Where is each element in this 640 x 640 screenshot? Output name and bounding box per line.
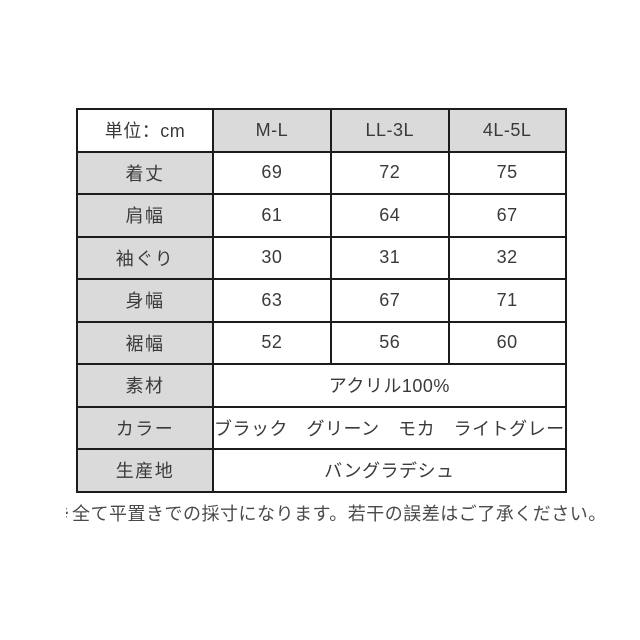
bodywidth-value-4l5l: 71	[447, 278, 567, 323]
row-label-origin: 生産地	[76, 448, 214, 493]
length-value-ml: 69	[212, 150, 332, 195]
table-row-color: カラー ブラック グリーン モカ ライトグレー	[76, 405, 567, 450]
table-row-hemwidth: 裾幅 52 56 60	[76, 320, 567, 365]
row-label-armhole: 袖ぐり	[76, 235, 214, 280]
bodywidth-value-ll3l: 67	[329, 278, 450, 323]
hemwidth-value-4l5l: 60	[447, 320, 567, 365]
shoulder-value-ll3l: 64	[329, 193, 450, 238]
note-asterisk-mark: ※	[66, 504, 70, 526]
row-label-color: カラー	[76, 405, 214, 450]
armhole-value-4l5l: 32	[447, 235, 567, 280]
table-header-row: 単位：cm M-L LL-3L 4L-5L	[76, 108, 567, 153]
row-label-material: 素材	[76, 363, 214, 408]
row-label-shoulder: 肩幅	[76, 193, 214, 238]
row-label-hemwidth: 裾幅	[76, 320, 214, 365]
table-row-origin: 生産地 バングラデシュ	[76, 448, 567, 493]
shoulder-value-ml: 61	[212, 193, 332, 238]
row-label-bodywidth: 身幅	[76, 278, 214, 323]
length-value-4l5l: 75	[447, 150, 567, 195]
color-value: ブラック グリーン モカ ライトグレー	[212, 405, 567, 450]
length-value-ll3l: 72	[329, 150, 450, 195]
origin-value: バングラデシュ	[212, 448, 567, 493]
table-row-length: 着丈 69 72 75	[76, 150, 567, 195]
shoulder-value-4l5l: 67	[447, 193, 567, 238]
table-row-armhole: 袖ぐり 30 31 32	[76, 235, 567, 280]
hemwidth-value-ml: 52	[212, 320, 332, 365]
unit-label-cell: 単位：cm	[76, 108, 214, 153]
armhole-value-ll3l: 31	[329, 235, 450, 280]
table-row-shoulder: 肩幅 61 64 67	[76, 193, 567, 238]
material-value: アクリル100%	[212, 363, 567, 408]
bodywidth-value-ml: 63	[212, 278, 332, 323]
hemwidth-value-ll3l: 56	[329, 320, 450, 365]
measurement-note: ※全て平置きでの採寸になります。若干の誤差はご了承ください。	[66, 502, 607, 526]
size-spec-table: 単位：cm M-L LL-3L 4L-5L 着丈 69 72 75 肩幅 61 …	[76, 108, 567, 493]
size-header-ml: M-L	[212, 108, 332, 153]
row-label-length: 着丈	[76, 150, 214, 195]
armhole-value-ml: 30	[212, 235, 332, 280]
note-text: 全て平置きでの採寸になります。若干の誤差はご了承ください。	[72, 504, 607, 524]
table-row-material: 素材 アクリル100%	[76, 363, 567, 408]
size-header-4l5l: 4L-5L	[447, 108, 567, 153]
size-header-ll3l: LL-3L	[329, 108, 450, 153]
table-row-bodywidth: 身幅 63 67 71	[76, 278, 567, 323]
